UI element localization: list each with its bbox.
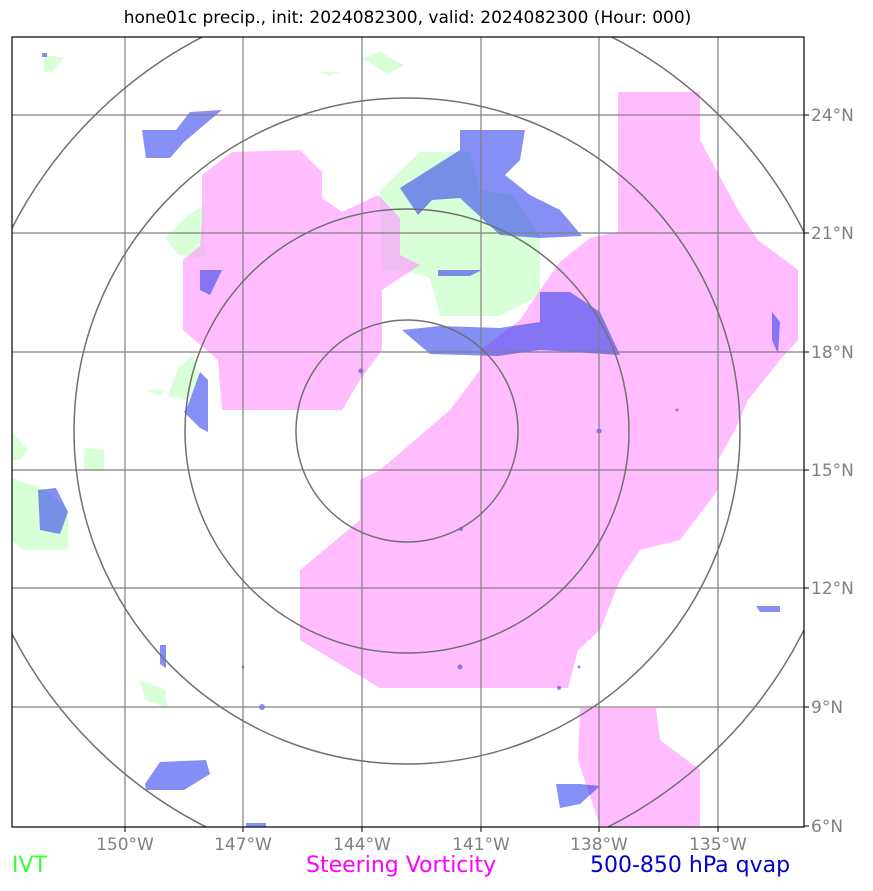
lon-label: 147°W (214, 835, 272, 855)
lat-label: 24°N (811, 106, 854, 126)
lon-label: 135°W (689, 835, 747, 855)
plot-frame (11, 36, 805, 828)
lon-label: 138°W (570, 835, 628, 855)
lon-label: 144°W (333, 835, 391, 855)
lat-label: 18°N (811, 343, 854, 363)
lat-label: 9°N (811, 698, 843, 718)
lon-label: 141°W (452, 835, 510, 855)
lon-label: 150°W (96, 835, 154, 855)
lat-label: 6°N (811, 817, 843, 837)
range-rings (12, 37, 804, 827)
qvap-field (38, 53, 780, 827)
vorticity-field (183, 92, 798, 826)
axis-ticks (124, 114, 809, 832)
graticule (12, 37, 804, 827)
lat-label: 12°N (811, 579, 854, 599)
lat-label: 21°N (811, 224, 854, 244)
legend-ivt: IVT (12, 853, 47, 878)
lat-label: 15°N (811, 461, 854, 481)
legend-vorticity: Steering Vorticity (306, 853, 497, 878)
map-title: hone01c precip., init: 2024082300, valid… (123, 8, 692, 28)
legend-qvap: 500-850 hPa qvap (590, 853, 791, 878)
